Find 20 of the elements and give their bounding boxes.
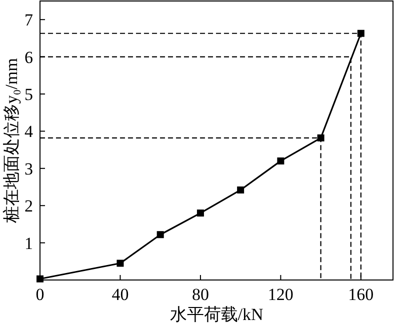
point (277, 157, 284, 164)
y-tick-label: 1 (24, 234, 33, 253)
point (237, 186, 244, 194)
x-tick-label: 40 (112, 285, 129, 304)
y-tick-label: 7 (24, 10, 34, 30)
x-tick-label: 80 (192, 285, 209, 304)
point (116, 260, 124, 267)
y-axis-title: 桩在地面处位移y₀/mm (2, 58, 21, 224)
y-tick-label: 3 (24, 159, 33, 178)
point (156, 231, 164, 238)
x-tick-label: 160 (348, 285, 374, 304)
point (357, 30, 364, 37)
y-tick-label: 2 (24, 196, 33, 216)
x-tick-label: 120 (268, 285, 294, 304)
y-tick-label: 4 (24, 122, 34, 142)
y-tick-label: 5 (24, 85, 33, 104)
x-axis-title: 水平荷载/kN (170, 305, 264, 324)
x-tick-label: 0 (36, 285, 44, 304)
y-tick-label: 6 (24, 48, 33, 67)
point (196, 210, 204, 217)
